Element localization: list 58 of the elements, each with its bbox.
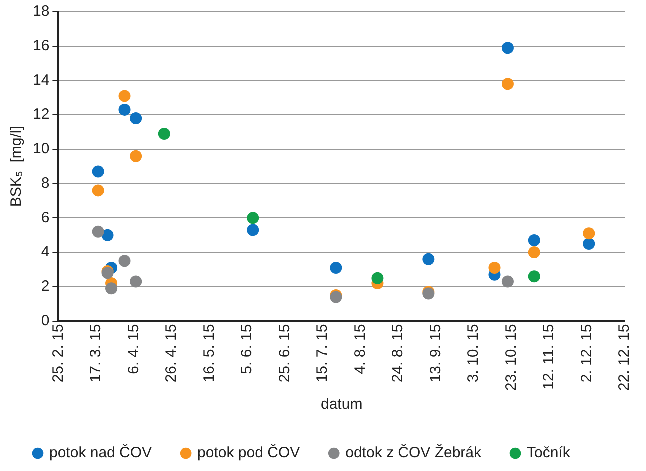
x-tick-label: 25. 2. 15 bbox=[50, 324, 67, 383]
y-tick-label: 14 bbox=[32, 72, 50, 89]
y-tick-label: 4 bbox=[41, 244, 50, 261]
point bbox=[130, 150, 142, 162]
y-tick-label: 8 bbox=[41, 174, 50, 192]
x-tick-label: 4. 8. 15 bbox=[352, 324, 369, 374]
y-tick-label: 6 bbox=[41, 209, 50, 226]
point bbox=[502, 276, 514, 288]
point bbox=[92, 184, 104, 197]
point bbox=[488, 262, 501, 274]
x-tick-label: 13. 9. 15 bbox=[427, 324, 444, 383]
legend-label: potok pod ČOV bbox=[198, 444, 300, 462]
x-axis-title: datum bbox=[320, 396, 363, 414]
point bbox=[118, 90, 131, 102]
y-tick-label: 0 bbox=[41, 312, 50, 330]
x-tick-label: 5. 6. 15 bbox=[238, 324, 256, 374]
x-tick-label: 26. 4. 15 bbox=[163, 324, 180, 383]
point bbox=[118, 104, 131, 116]
x-tick-label: 15. 7. 15 bbox=[314, 324, 332, 383]
point bbox=[528, 246, 540, 259]
y-tick-label: 10 bbox=[32, 140, 50, 158]
y-tick-label: 18 bbox=[32, 3, 50, 20]
point bbox=[583, 228, 596, 240]
point bbox=[92, 166, 104, 178]
x-tick-label: 2. 12. 15 bbox=[578, 324, 596, 383]
point bbox=[92, 226, 104, 238]
y-tick-label: 12 bbox=[32, 106, 50, 124]
point bbox=[130, 112, 142, 125]
legend-label: potok nad ČOV bbox=[50, 444, 152, 462]
point bbox=[422, 253, 435, 266]
point bbox=[247, 224, 260, 236]
point bbox=[330, 262, 342, 274]
y-axis-title: BSK₅ [mg/l] bbox=[8, 126, 26, 208]
x-tick-label: 23. 10. 15 bbox=[502, 324, 520, 392]
point bbox=[106, 282, 118, 295]
point bbox=[372, 272, 384, 284]
point bbox=[158, 128, 170, 140]
point bbox=[247, 212, 260, 224]
point bbox=[502, 78, 514, 90]
point bbox=[130, 276, 142, 288]
x-tick-label: 3. 10. 15 bbox=[465, 324, 482, 383]
x-tick-label: 22. 12. 15 bbox=[616, 324, 634, 392]
y-tick-label: 16 bbox=[32, 38, 50, 55]
legend-label: odtok z ČOV Žebrák bbox=[346, 444, 482, 462]
x-tick-label: 6. 4. 15 bbox=[125, 324, 142, 374]
point bbox=[102, 229, 114, 242]
point bbox=[502, 42, 514, 54]
point bbox=[528, 234, 540, 247]
legend-label: Točník bbox=[527, 444, 571, 462]
point bbox=[528, 270, 540, 283]
x-tick-label: 24. 8. 15 bbox=[390, 324, 407, 383]
point bbox=[118, 255, 131, 268]
x-tick-label: 17. 3. 15 bbox=[88, 324, 105, 383]
x-tick-label: 12. 11. 15 bbox=[540, 324, 558, 390]
x-tick-label: 16. 5. 15 bbox=[200, 324, 218, 383]
y-tick-label: 2 bbox=[41, 278, 50, 296]
x-tick-label: 25. 6. 15 bbox=[276, 324, 294, 383]
point bbox=[583, 238, 596, 250]
